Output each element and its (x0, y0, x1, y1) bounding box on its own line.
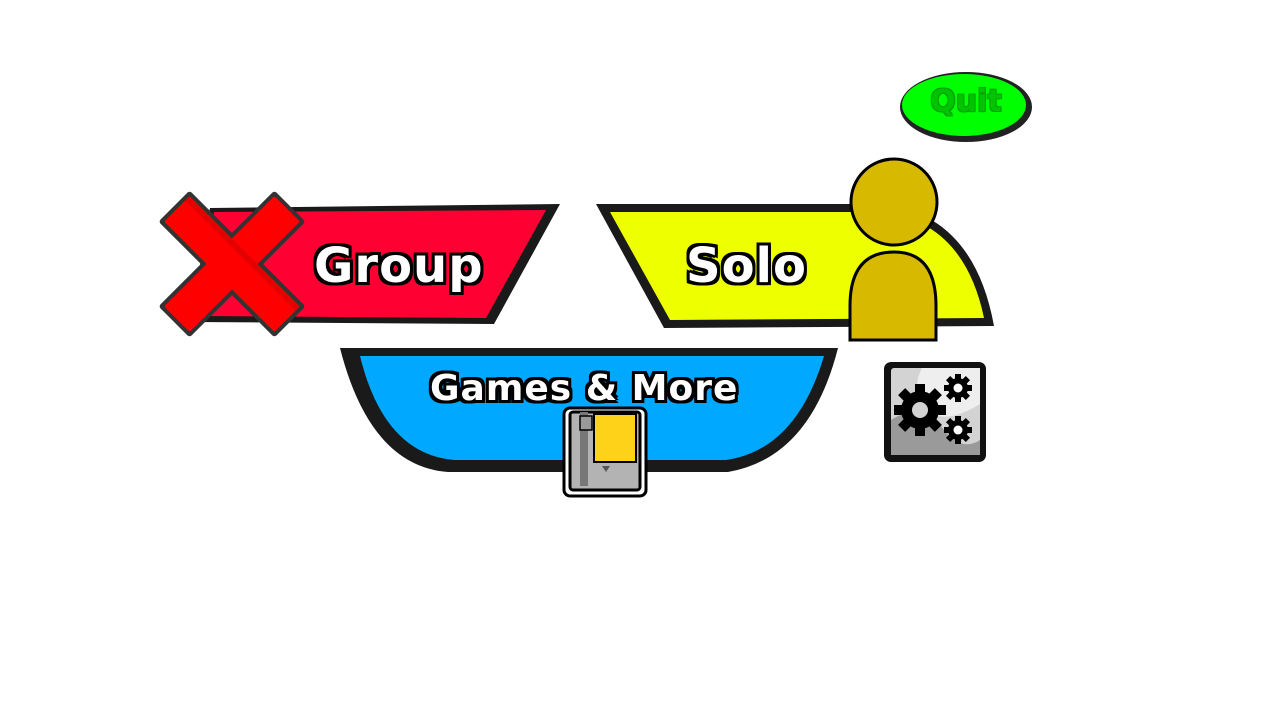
solo-button[interactable]: Solo (594, 156, 998, 346)
games-more-button[interactable]: Games & More (340, 346, 840, 498)
quit-button-shape (900, 72, 1032, 142)
quit-button-label: Quit (930, 84, 1002, 119)
game-cartridge-icon (562, 406, 648, 498)
solo-button-label: Solo (686, 238, 807, 294)
gears-icon (884, 362, 986, 462)
quit-button[interactable]: Quit (896, 68, 1036, 146)
group-button-label: Group (314, 238, 484, 294)
settings-button[interactable] (882, 360, 988, 464)
red-x-icon (159, 191, 305, 337)
games-more-button-label: Games & More (430, 368, 739, 409)
group-button[interactable]: Group (150, 178, 560, 350)
person-icon (848, 157, 939, 342)
